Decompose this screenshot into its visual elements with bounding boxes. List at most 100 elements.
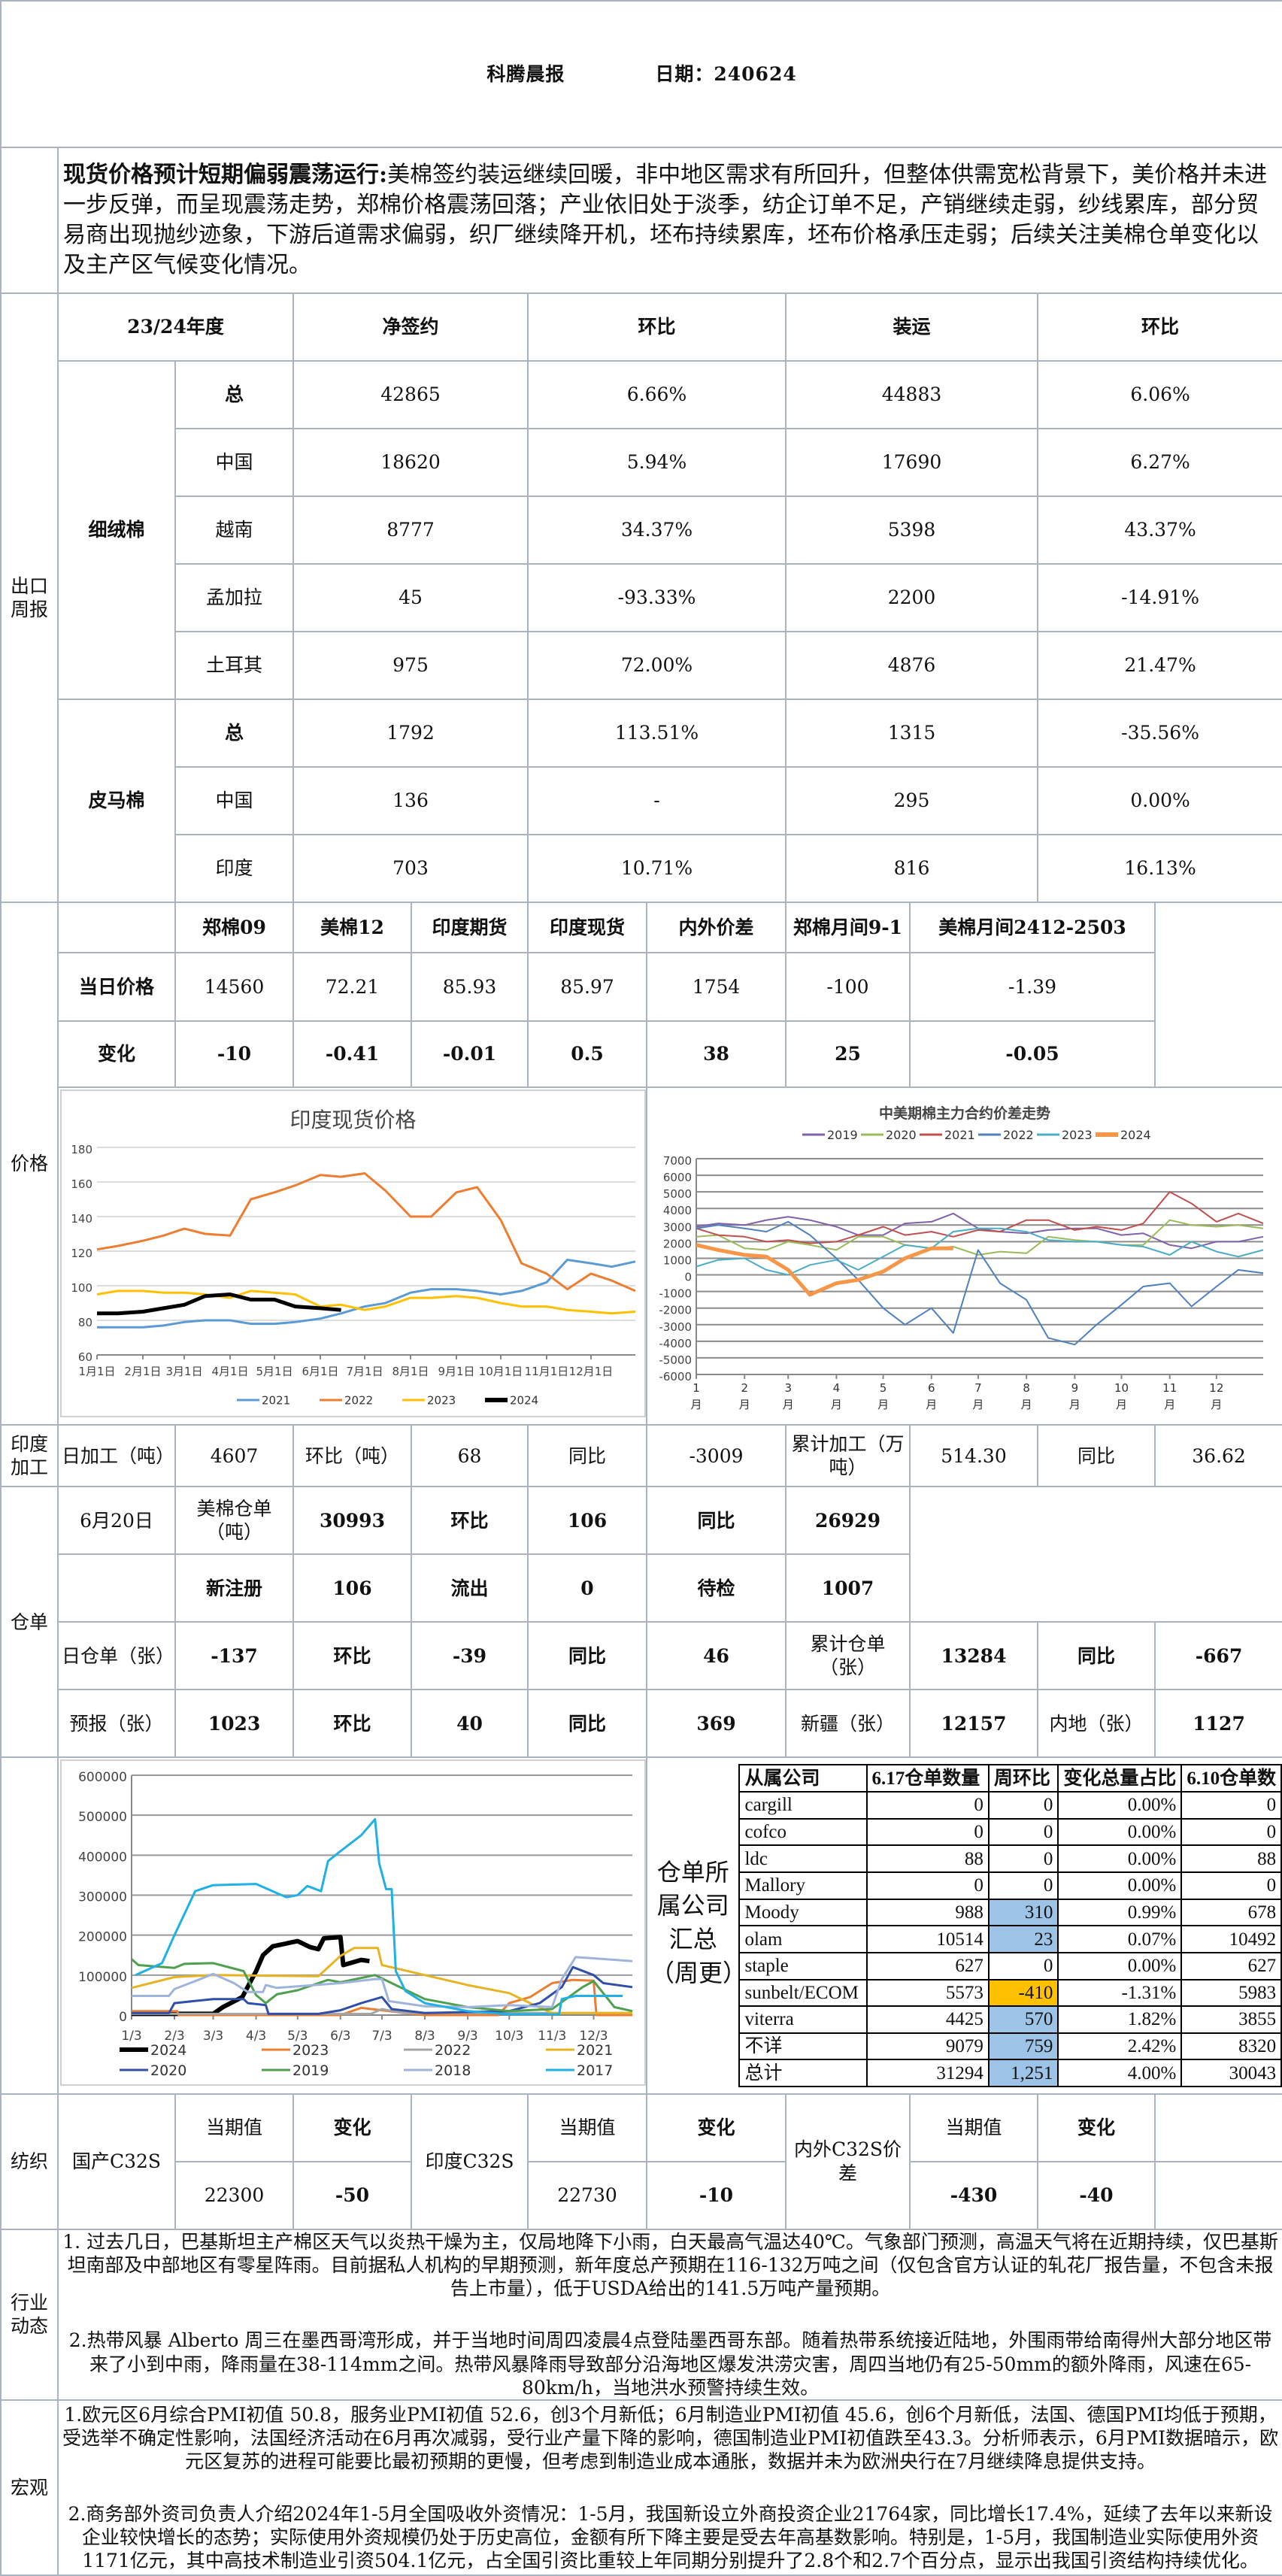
series-line-2017 <box>135 1818 623 2016</box>
price-change: -10 <box>174 1020 294 1088</box>
x-tick-label: 7/3 <box>371 2029 392 2044</box>
y-tick-label: -5000 <box>659 1353 692 1367</box>
legend-label: 2022 <box>435 2042 471 2059</box>
yarn-name: 国产C32S <box>57 2093 176 2230</box>
table-row: 越南 8777 34.37% 5398 43.37% <box>1 496 1282 565</box>
y-tick-label: 200000 <box>78 1930 127 1945</box>
export-net-chg: - <box>527 766 786 835</box>
company-name: staple <box>738 1951 868 1980</box>
y-tick-label: -4000 <box>659 1337 692 1350</box>
india-spot-chart-cell: 印度现货价格 60 80 100 120 140 160 180 1月1日 2月1日 3月1日 4月1… <box>57 1086 647 1426</box>
export-header-ship: 装运 <box>785 292 1038 362</box>
y-tick-label: 100000 <box>78 1970 127 1985</box>
weekly-change: 0 <box>987 1844 1059 1873</box>
stock-0610: 678 <box>1180 1898 1282 1927</box>
cell-value: -137 <box>174 1621 294 1691</box>
export-ship: 4876 <box>785 631 1038 700</box>
legend-label: 2024 <box>1120 1128 1151 1142</box>
series-line-2024 <box>696 1243 953 1297</box>
export-net-chg: 34.37% <box>527 496 786 565</box>
change-share: 0.00% <box>1057 1790 1183 1820</box>
x-tick-label: 10 <box>1114 1381 1129 1395</box>
change-share: 0.00% <box>1057 1871 1183 1900</box>
price-change: 25 <box>785 1020 911 1088</box>
x-tick-label: 1/3 <box>121 2029 141 2044</box>
empty-cell <box>57 902 176 953</box>
cell-value: 36.62 <box>1153 1424 1282 1488</box>
cell-value: 106 <box>527 1486 647 1556</box>
series-line-2022 <box>696 1220 1264 1346</box>
export-ship-chg: -35.56% <box>1036 699 1282 768</box>
y-tick-label: 400000 <box>78 1850 127 1865</box>
table-row: 土耳其 975 72.00% 4876 21.47% <box>1 631 1282 700</box>
x-tick-label: 9/3 <box>457 2029 477 2044</box>
x-tick-label: 7月1日 <box>346 1365 383 1378</box>
export-net: 1792 <box>292 699 529 768</box>
company-header: 从属公司 <box>738 1764 868 1793</box>
section-price: 价格 <box>0 901 59 1426</box>
x-tick-label: 12 <box>1209 1381 1223 1395</box>
export-header-ship-chg: 环比 <box>1036 292 1282 362</box>
series-line-2022 <box>96 1172 636 1293</box>
price-value: -100 <box>785 952 911 1022</box>
legend-label: 2018 <box>435 2062 471 2079</box>
stock-0617: 88 <box>865 1844 990 1873</box>
yarn-name: 印度C32S <box>411 2093 529 2230</box>
export-net: 8777 <box>292 496 529 565</box>
weekly-change: -410 <box>987 1978 1059 2008</box>
cell-label: 变化 <box>292 2093 412 2162</box>
cell-value: -430 <box>909 2160 1038 2230</box>
section-macro: 宏观 <box>0 2399 59 2576</box>
table-row: Moody 988 310 0.99% 678 <box>738 1898 1282 1927</box>
table-row: 孟加拉 45 -93.33% 2200 -14.91% <box>1 563 1282 632</box>
warehouse-stock-chart: 0 100000 200000 300000 400000 500000 600000 1/3… <box>60 1759 646 2087</box>
price-value: 85.93 <box>411 952 529 1022</box>
y-tick-label: 0 <box>685 1271 693 1284</box>
stock-0610: 0 <box>1180 1790 1282 1820</box>
legend-label: 2021 <box>262 1393 290 1407</box>
y-tick-label: 60 <box>78 1350 92 1364</box>
x-tick-label: 7 <box>974 1381 982 1395</box>
weekly-change: 759 <box>987 2032 1059 2061</box>
stock-0617: 5573 <box>865 1978 990 2008</box>
section-export: 出口周报 <box>0 292 59 903</box>
table-row: cargill 0 0 0.00% 0 <box>738 1790 1282 1820</box>
table-row: ldc 88 0 0.00% 88 <box>738 1844 1282 1873</box>
series-line-2020 <box>132 1965 633 2016</box>
x-tick-label: 4/3 <box>246 2029 266 2044</box>
stock-0617: 31294 <box>865 2059 990 2088</box>
x-tick-label-unit: 月 <box>926 1398 937 1411</box>
change-share: 2.42% <box>1057 2032 1183 2061</box>
cell-label: 新疆（张） <box>785 1689 911 1759</box>
company-name: 不详 <box>738 2032 868 2061</box>
industry-news: 1. 过去几日，巴基斯坦主产棉区天气以炎热干燥为主，仅局地降下小雨，白天最高气温… <box>56 2228 1282 2401</box>
cell-label: 当期值 <box>174 2093 294 2162</box>
cell-label: 美棉仓单（吨） <box>174 1486 294 1556</box>
export-ship: 5398 <box>785 496 1038 565</box>
legend-label: 2023 <box>1062 1128 1093 1142</box>
price-header: 郑棉09 <box>174 902 294 953</box>
x-tick-label: 11 <box>1162 1381 1177 1395</box>
weekly-change: 0 <box>987 1817 1059 1847</box>
cell-label: 环比（吨） <box>292 1424 412 1488</box>
legend-label: 2017 <box>577 2062 613 2079</box>
table-row: 印度 703 10.71% 816 16.13% <box>1 834 1282 903</box>
y-tick-label: 120 <box>71 1247 92 1260</box>
warehouse-chart-cell: 0 100000 200000 300000 400000 500000 600000 1/3… <box>57 1756 647 2095</box>
x-tick-label: 8 <box>1023 1381 1030 1395</box>
table-row: 总计 31294 1,251 4.00% 30043 <box>738 2059 1282 2088</box>
export-net-chg: 5.94% <box>527 428 786 497</box>
company-header: 周环比 <box>987 1764 1059 1793</box>
table-row: 皮马棉总 1792 113.51% 1315 -35.56% <box>1 699 1282 903</box>
cell-label: 同比 <box>1037 1621 1156 1691</box>
price-header: 印度现货 <box>527 902 647 953</box>
weekly-change: 310 <box>987 1898 1059 1927</box>
y-tick-label: -2000 <box>659 1304 692 1317</box>
export-country: 孟加拉 <box>174 563 294 632</box>
price-header: 印度期货 <box>411 902 529 953</box>
company-table: 从属公司 6.17仓单数量 周环比 变化总量占比 6.10仓单数 cargill 0 0 0.0… <box>738 1764 1282 2088</box>
series-line-2023 <box>132 1978 632 2017</box>
series-line-2021 <box>131 1947 632 2015</box>
empty-cell <box>1153 2160 1282 2230</box>
